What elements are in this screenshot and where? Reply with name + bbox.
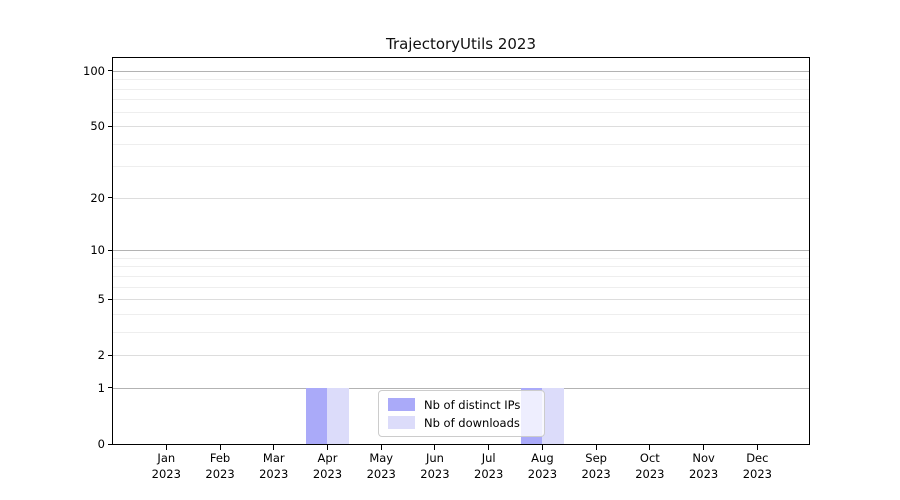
x-tick-label-mar: Mar 2023 (259, 451, 289, 481)
x-tick-feb (219, 445, 221, 450)
x-tick-oct (649, 445, 651, 450)
bar-apr-downloads (327, 387, 349, 444)
x-tick-label-jun: Jun 2023 (420, 451, 450, 481)
x-tick-label-apr: Apr 2023 (312, 451, 343, 481)
legend-label: Nb of downloads (424, 415, 520, 430)
x-tick-label-oct: Oct 2023 (635, 451, 665, 481)
minor-gridline-y-6 (113, 286, 809, 288)
x-tick-label-feb: Feb 2023 (205, 451, 235, 481)
minor-gridline-y-70 (113, 99, 809, 101)
y-tick-label-10: 10 (90, 243, 105, 258)
gridline-y-10 (113, 250, 809, 252)
y-tick-label-50: 50 (90, 119, 105, 134)
gridline-y-100 (113, 70, 809, 72)
x-tick-label-jan: Jan 2023 (151, 451, 181, 481)
x-tick-label-nov: Nov 2023 (688, 451, 719, 481)
x-tick-may (380, 445, 382, 450)
gridline-y-2 (113, 355, 809, 357)
minor-gridline-y-90 (113, 79, 809, 81)
y-tick-100 (108, 70, 113, 72)
x-tick-jul (488, 445, 490, 450)
x-tick-aug (541, 445, 543, 450)
x-tick-dec (756, 445, 758, 450)
minor-gridline-y-8 (113, 266, 809, 268)
x-tick-apr (326, 445, 328, 450)
y-tick-label-1: 1 (97, 380, 105, 395)
x-tick-label-dec: Dec 2023 (742, 451, 772, 481)
minor-gridline-y-80 (113, 88, 809, 90)
y-tick-label-2: 2 (97, 348, 105, 363)
minor-gridline-y-60 (113, 111, 809, 113)
x-tick-sep (595, 445, 597, 450)
minor-gridline-y-4 (113, 313, 809, 315)
y-tick-2 (108, 354, 113, 356)
legend-item-distinct-ips: Nb of distinct IPs (388, 398, 535, 412)
gridline-y-20 (113, 197, 809, 199)
minor-gridline-y-30 (113, 166, 809, 168)
minor-gridline-y-3 (113, 331, 809, 333)
y-tick-0 (108, 443, 113, 445)
y-tick-10 (108, 249, 113, 251)
legend-swatch-distinct-ips (388, 398, 415, 411)
bar-aug-downloads (542, 387, 564, 444)
x-tick-nov (703, 445, 705, 450)
gridline-y-1 (113, 387, 809, 389)
chart-title: TrajectoryUtils 2023 (385, 35, 536, 53)
y-tick-label-0: 0 (97, 437, 105, 451)
minor-gridline-y-9 (113, 257, 809, 259)
x-tick-label-aug: Aug 2023 (527, 451, 558, 481)
x-tick-mar (273, 445, 275, 450)
plot-area (112, 57, 810, 445)
y-tick-label-100: 100 (83, 63, 105, 78)
legend-item-downloads: Nb of downloads (388, 416, 535, 430)
legend-label: Nb of distinct IPs (424, 397, 521, 412)
x-tick-jan (165, 445, 167, 450)
y-tick-1 (108, 387, 113, 389)
y-tick-label-5: 5 (97, 292, 105, 307)
x-tick-jun (434, 445, 436, 450)
y-tick-20 (108, 197, 113, 199)
y-tick-5 (108, 298, 113, 300)
minor-gridline-y-7 (113, 275, 809, 277)
minor-gridline-y-40 (113, 143, 809, 145)
legend-swatch-downloads (388, 416, 415, 429)
x-tick-label-may: May 2023 (366, 451, 396, 481)
y-tick-label-20: 20 (90, 190, 105, 205)
gridline-y-5 (113, 299, 809, 301)
y-tick-50 (108, 125, 113, 127)
bar-apr-distinct-ips (305, 387, 328, 444)
x-tick-label-sep: Sep 2023 (581, 451, 611, 481)
x-tick-label-jul: Jul 2023 (474, 451, 504, 481)
gridline-y-50 (113, 126, 809, 128)
legend: Nb of distinct IPs Nb of downloads (378, 390, 545, 437)
